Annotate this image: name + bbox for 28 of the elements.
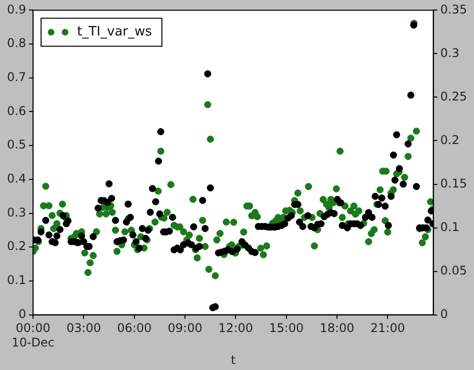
y-tick-label: 0.6 xyxy=(6,104,26,118)
x-tick-label: 00:00 10-Dec xyxy=(12,321,54,350)
y2-tick-label: 0.35 xyxy=(440,2,467,16)
y2-tick-label: 0.3 xyxy=(440,46,460,60)
y2-tick-label: 0 xyxy=(440,306,448,321)
y-tick-label: 0.2 xyxy=(6,239,26,254)
x-tick-label: 09:00 xyxy=(168,321,202,336)
x-tick-label: 12:00 xyxy=(218,321,254,336)
x-tick-label: 06:00 xyxy=(117,321,152,336)
x-tick-label: 03:00 xyxy=(66,321,102,336)
x-tick-label: 18:00 xyxy=(320,321,354,336)
x-tick-label: 21:00 xyxy=(370,321,405,336)
y-tick-label: 0.7 xyxy=(6,70,26,84)
x-tick-label: 15:00 xyxy=(269,321,304,336)
x-axis-title: t xyxy=(230,352,236,367)
y-tick-label: 0.5 xyxy=(6,138,26,152)
y2-tick-label: 0.15 xyxy=(440,176,467,190)
y-tick-label: 0.8 xyxy=(6,36,26,50)
y2-tick-label: 0.25 xyxy=(440,89,467,104)
y2-tick-label: 0.2 xyxy=(440,132,460,147)
y-tick-label: 0.9 xyxy=(6,2,26,16)
legend-label: t_TI_var_ws xyxy=(77,24,152,40)
y-tick-label: 0 xyxy=(18,306,26,321)
y-tick-label: 0.3 xyxy=(6,205,26,220)
y-tick-label: 0.1 xyxy=(6,273,26,288)
y2-tick-label: 0.05 xyxy=(440,263,467,278)
y-tick-label: 0.4 xyxy=(6,172,26,186)
y2-tick-label: 0.1 xyxy=(440,220,460,234)
